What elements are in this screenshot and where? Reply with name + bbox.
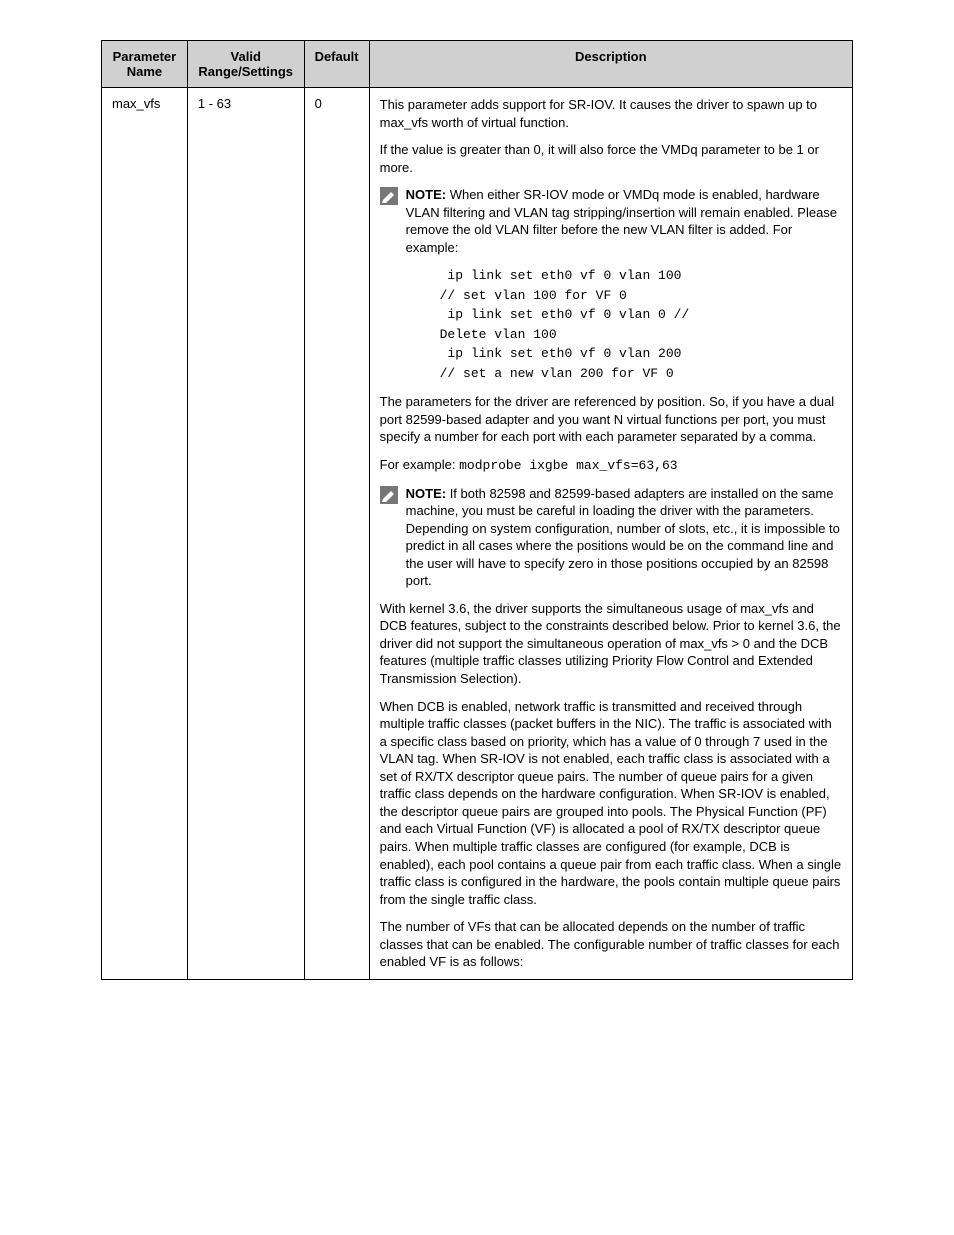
note-icon (380, 187, 398, 205)
desc-paragraph: The parameters for the driver are refere… (380, 393, 842, 446)
desc-paragraph: With kernel 3.6, the driver supports the… (380, 600, 842, 688)
code-block: ip link set eth0 vf 0 vlan 100 // set vl… (440, 266, 842, 383)
header-param: Parameter Name (102, 41, 188, 88)
header-range: Valid Range/Settings (187, 41, 304, 88)
note-icon (380, 486, 398, 504)
cell-default: 0 (304, 88, 369, 980)
note-block: NOTE: When either SR-IOV mode or VMDq mo… (380, 186, 842, 256)
table-header-row: Parameter Name Valid Range/Settings Defa… (102, 41, 853, 88)
header-desc: Description (369, 41, 852, 88)
example-code: modprobe ixgbe max_vfs=63,63 (459, 458, 677, 473)
note-body: If both 82598 and 82599-based adapters a… (406, 486, 840, 589)
note-text: NOTE: If both 82598 and 82599-based adap… (406, 485, 842, 590)
desc-paragraph: The number of VFs that can be allocated … (380, 918, 842, 971)
parameter-table: Parameter Name Valid Range/Settings Defa… (101, 40, 853, 980)
desc-paragraph: This parameter adds support for SR-IOV. … (380, 96, 842, 131)
note-label: NOTE: (406, 486, 446, 501)
cell-desc: This parameter adds support for SR-IOV. … (369, 88, 852, 980)
cell-param: max_vfs (102, 88, 188, 980)
cell-range: 1 - 63 (187, 88, 304, 980)
desc-paragraph: When DCB is enabled, network traffic is … (380, 698, 842, 909)
table-row: max_vfs 1 - 63 0 This parameter adds sup… (102, 88, 853, 980)
note-text: NOTE: When either SR-IOV mode or VMDq mo… (406, 186, 842, 256)
example-prefix: For example: (380, 457, 459, 472)
note-body: When either SR-IOV mode or VMDq mode is … (406, 187, 837, 255)
note-block: NOTE: If both 82598 and 82599-based adap… (380, 485, 842, 590)
desc-paragraph: For example: modprobe ixgbe max_vfs=63,6… (380, 456, 842, 475)
desc-paragraph: If the value is greater than 0, it will … (380, 141, 842, 176)
header-default: Default (304, 41, 369, 88)
note-label: NOTE: (406, 187, 446, 202)
